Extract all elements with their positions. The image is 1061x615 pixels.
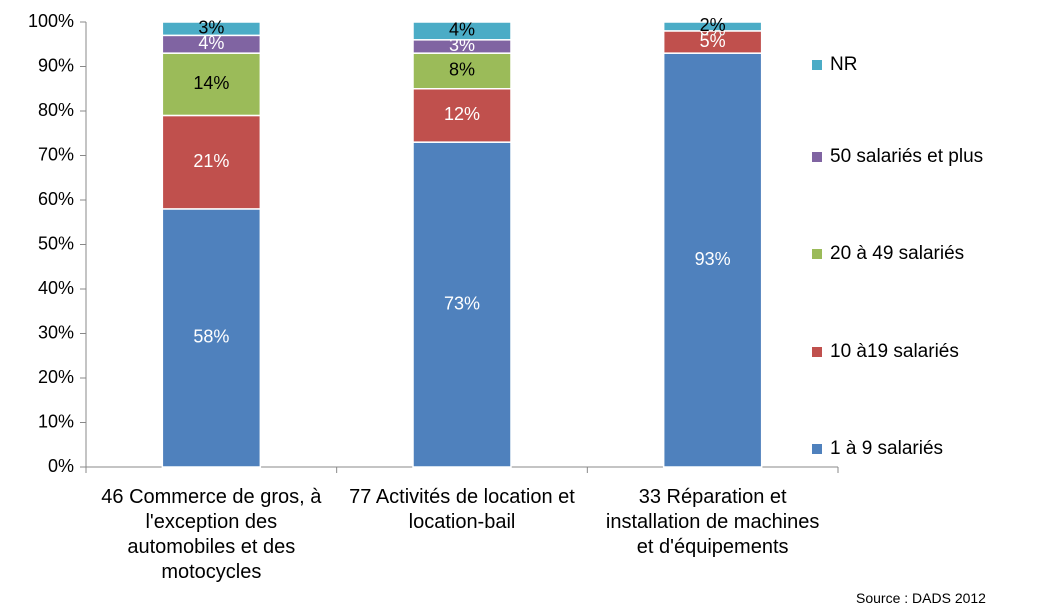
- y-tick-label: 70%: [38, 144, 74, 164]
- data-label: 8%: [449, 60, 475, 80]
- data-label: 14%: [193, 73, 229, 93]
- data-label: 2%: [700, 15, 726, 35]
- data-label: 12%: [444, 104, 480, 124]
- y-tick-label: 20%: [38, 367, 74, 387]
- y-tick-label: 60%: [38, 189, 74, 209]
- legend-swatch: [812, 152, 822, 162]
- bar-segment: [412, 52, 512, 90]
- data-label: 73%: [444, 293, 480, 313]
- y-tick-label: 100%: [28, 11, 74, 31]
- bar-segment: [412, 141, 512, 468]
- y-tick-label: 40%: [38, 278, 74, 298]
- bar-segment: [161, 21, 262, 37]
- y-tick-label: 80%: [38, 100, 74, 120]
- legend-label: 10 à19 salariés: [830, 341, 959, 362]
- bar-segment: [161, 114, 262, 210]
- source-note: Source : DADS 2012: [856, 590, 986, 606]
- data-label: 58%: [193, 327, 229, 347]
- y-tick-label: 90%: [38, 55, 74, 75]
- data-label: 4%: [449, 20, 475, 40]
- x-tick-label: 33 Réparation et installation de machine…: [605, 486, 820, 558]
- bar-segment: [161, 208, 262, 468]
- legend-swatch: [812, 347, 822, 357]
- legend-swatch: [812, 444, 822, 454]
- data-label: 3%: [198, 17, 224, 37]
- y-tick-label: 30%: [38, 322, 74, 342]
- legend-label: 20 à 49 salariés: [830, 243, 964, 264]
- y-tick-label: 10%: [38, 411, 74, 431]
- data-label: 4%: [198, 33, 224, 53]
- legend-swatch: [812, 249, 822, 259]
- y-tick-label: 0%: [48, 456, 74, 476]
- x-tick-label: 77 Activités de location et location-bai…: [349, 486, 575, 533]
- data-label: 21%: [193, 151, 229, 171]
- legend-label: 50 salariés et plus: [830, 146, 983, 167]
- legend-label: 1 à 9 salariés: [830, 438, 943, 459]
- legend-label: NR: [830, 54, 857, 75]
- legend-swatch: [812, 60, 822, 70]
- data-label: 93%: [695, 249, 731, 269]
- x-tick-label: 46 Commerce de gros, à l'exception des a…: [101, 486, 322, 583]
- data-label: 5%: [700, 31, 726, 51]
- bar-segment: [412, 21, 512, 41]
- bar-segment: [662, 52, 763, 468]
- y-tick-label: 50%: [38, 233, 74, 253]
- bar-segment: [161, 52, 262, 117]
- bar-segment: [662, 21, 763, 32]
